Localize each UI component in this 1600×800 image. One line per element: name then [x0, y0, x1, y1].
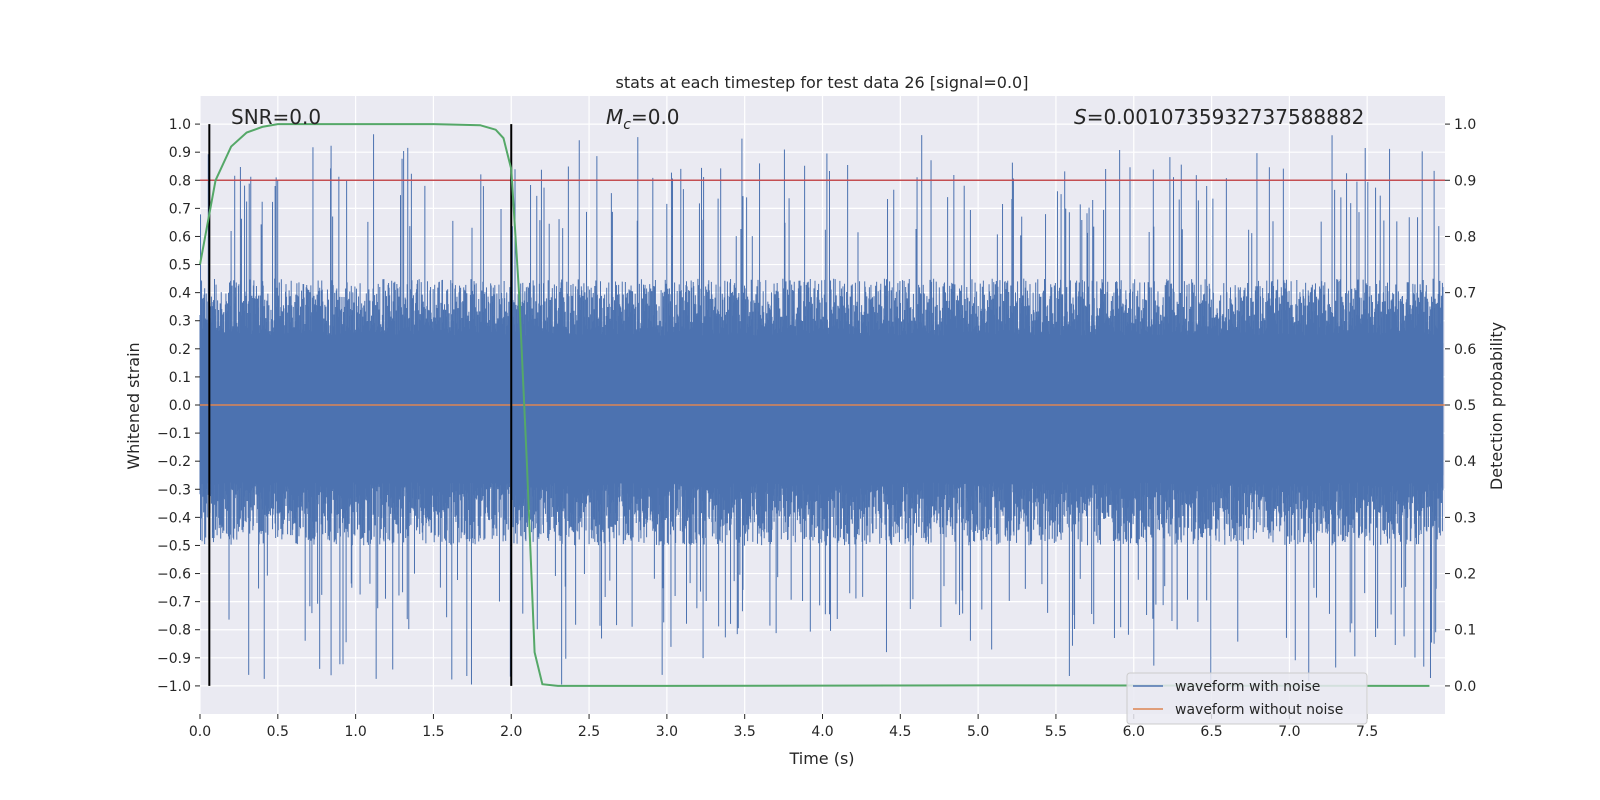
x-tick-label-15: 7.5	[1356, 724, 1378, 740]
x-tick-label-14: 7.0	[1278, 724, 1300, 740]
series-detection-probability	[199, 123, 1430, 687]
x-tick-label-8: 4.0	[811, 724, 833, 740]
s-annotation: S=0.0010735932737588882	[1074, 105, 1364, 129]
x-axis-ticks: 0.0 0.5 1.0 1.5 2.0 2.5 3.0 3.5 4.0 4.5 5.0 5.5 6.0 6…	[189, 714, 1378, 740]
x-axis-label: Time (s)	[788, 749, 854, 768]
y-left-tick-label-3: 0.7	[169, 201, 191, 217]
x-tick-label-7: 3.5	[734, 724, 756, 740]
y-left-tick-label-16: −0.6	[157, 567, 191, 583]
y-left-tick-label-17: −0.7	[157, 595, 191, 611]
y-right-tick-label-0: 1.0	[1454, 117, 1476, 133]
x-tick-label-2: 1.0	[344, 724, 366, 740]
y-right-tick-label-6: 0.4	[1454, 454, 1476, 470]
y-right-tick-label-8: 0.2	[1454, 567, 1476, 583]
x-tick-label-4: 2.0	[500, 724, 522, 740]
s-symbol: S	[1074, 105, 1087, 129]
legend: waveform with noise waveform without noi…	[1126, 672, 1368, 725]
y-left-tick-label-11: −0.1	[157, 426, 191, 442]
x-tick-label-1: 0.5	[267, 724, 289, 740]
legend-label-noise: waveform with noise	[1175, 679, 1320, 695]
y-right-tick-label-3: 0.7	[1454, 286, 1476, 302]
s-value: =0.0010735932737588882	[1087, 105, 1365, 129]
y-left-tick-label-9: 0.1	[169, 370, 191, 386]
mc-annotation: Mc=0.0	[606, 105, 680, 133]
x-tick-label-9: 4.5	[889, 724, 911, 740]
x-tick-label-10: 5.0	[967, 724, 989, 740]
y-right-tick-label-5: 0.5	[1454, 398, 1476, 414]
y-right-tick-label-7: 0.3	[1454, 510, 1476, 526]
noise-dense-band	[200, 343, 1444, 476]
y-left-tick-label-19: −0.9	[157, 651, 191, 667]
mc-symbol: M	[606, 105, 623, 129]
x-tick-label-11: 5.5	[1045, 724, 1067, 740]
y-left-tick-label-6: 0.4	[169, 286, 191, 302]
x-tick-label-12: 6.0	[1123, 724, 1145, 740]
series-waveform-with-noise	[199, 134, 1444, 686]
legend-label-clean: waveform without noise	[1175, 702, 1343, 718]
y-left-tick-label-14: −0.4	[157, 510, 191, 526]
y-left-axis-label: Whitened strain	[124, 342, 143, 469]
y-left-tick-label-4: 0.6	[169, 229, 191, 245]
x-tick-label-13: 6.5	[1200, 724, 1222, 740]
mc-value: =0.0	[631, 105, 680, 129]
chart-title: stats at each timestep for test data 26 …	[616, 73, 1029, 92]
y-left-tick-label-20: −1.0	[157, 679, 191, 695]
y-left-tick-label-12: −0.2	[157, 454, 191, 470]
y-right-axis-label: Detection probability	[1487, 322, 1506, 490]
y-right-tick-label-2: 0.8	[1454, 229, 1476, 245]
x-tick-label-6: 3.0	[656, 724, 678, 740]
y-right-tick-label-4: 0.6	[1454, 342, 1476, 358]
y-right-tick-label-9: 0.1	[1454, 623, 1476, 639]
snr-annotation: SNR=0.0	[231, 105, 321, 129]
y-left-tick-label-8: 0.2	[169, 342, 191, 358]
y-left-tick-label-10: 0.0	[169, 398, 191, 414]
y-left-tick-label-0: 1.0	[169, 117, 191, 133]
y-left-tick-label-13: −0.3	[157, 482, 191, 498]
y-left-tick-label-15: −0.5	[157, 538, 191, 554]
x-tick-label-5: 2.5	[578, 724, 600, 740]
y-right-tick-label-1: 0.9	[1454, 173, 1476, 189]
y-right-axis-ticks: 1.0 0.9 0.8 0.7 0.6 0.5 0.4 0.3 0.2 0.1 0.0	[1445, 117, 1476, 695]
y-left-axis-ticks: 1.0 0.9 0.8 0.7 0.6 0.5 0.4 0.3 0.2 0.1 0.0 −0.1 −0.…	[157, 117, 200, 695]
x-tick-label-3: 1.5	[422, 724, 444, 740]
y-left-tick-label-18: −0.8	[157, 623, 191, 639]
y-right-tick-label-10: 0.0	[1454, 679, 1476, 695]
y-left-tick-label-7: 0.3	[169, 314, 191, 330]
y-left-tick-label-5: 0.5	[169, 258, 191, 274]
legend-box	[1126, 672, 1368, 725]
mc-subscript: c	[623, 117, 631, 133]
x-tick-label-0: 0.0	[189, 724, 211, 740]
y-left-tick-label-1: 0.9	[169, 145, 191, 161]
y-left-tick-label-2: 0.8	[169, 173, 191, 189]
